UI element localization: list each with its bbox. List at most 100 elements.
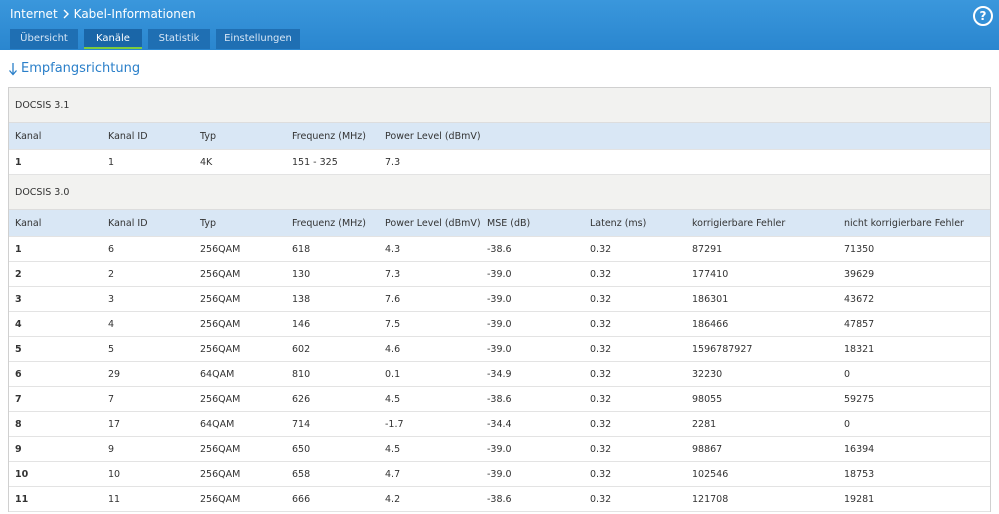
data-row: 44256QAM1467.5-39.00.3218646647857 xyxy=(9,312,990,337)
column-header: Frequenz (MHz) xyxy=(286,210,379,237)
cell: 177410 xyxy=(686,262,838,287)
cell: 4.2 xyxy=(379,487,481,512)
breadcrumb-item[interactable]: Internet xyxy=(10,7,58,21)
cell: 6 xyxy=(9,362,102,387)
cell: 666 xyxy=(286,487,379,512)
tab[interactable]: Kanäle xyxy=(84,29,142,49)
cell: 1 xyxy=(9,150,102,175)
tab[interactable]: Übersicht xyxy=(10,29,78,49)
cell: 0.32 xyxy=(584,312,686,337)
cell: 0.1 xyxy=(379,362,481,387)
cell: -39.0 xyxy=(481,287,584,312)
cell: 2281 xyxy=(686,412,838,437)
column-header: korrigierbare Fehler xyxy=(686,210,838,237)
cell: -39.0 xyxy=(481,462,584,487)
cell: 11 xyxy=(9,487,102,512)
cell: -39.0 xyxy=(481,437,584,462)
column-header: Power Level (dBmV) xyxy=(379,123,481,150)
cell: 7.3 xyxy=(379,262,481,287)
column-header: Typ xyxy=(194,123,286,150)
cell: 256QAM xyxy=(194,462,286,487)
data-row: 22256QAM1307.3-39.00.3217741039629 xyxy=(9,262,990,287)
data-row: 33256QAM1387.6-39.00.3218630143672 xyxy=(9,287,990,312)
cell: -38.6 xyxy=(481,487,584,512)
data-row: 114K151 - 3257.3 xyxy=(9,150,990,175)
section-heading: Empfangsrichtung xyxy=(8,61,140,76)
data-row: 99256QAM6504.5-39.00.329886716394 xyxy=(9,437,990,462)
column-header: Latenz (ms) xyxy=(584,210,686,237)
header-row: KanalKanal IDTypFrequenz (MHz)Power Leve… xyxy=(9,210,990,237)
cell: 1 xyxy=(9,237,102,262)
cell: 3 xyxy=(102,287,194,312)
tab[interactable]: Statistik xyxy=(148,29,210,49)
cell: -38.6 xyxy=(481,237,584,262)
cell: -39.0 xyxy=(481,312,584,337)
empty-cell xyxy=(838,150,990,175)
cell: 0.32 xyxy=(584,437,686,462)
cell: 47857 xyxy=(838,312,990,337)
column-header: Kanal ID xyxy=(102,210,194,237)
column-header: nicht korrigierbare Fehler xyxy=(838,210,990,237)
column-header: MSE (dB) xyxy=(481,210,584,237)
cell: 130 xyxy=(286,262,379,287)
cell: 4 xyxy=(102,312,194,337)
cell: 64QAM xyxy=(194,362,286,387)
empty-cell xyxy=(686,150,838,175)
breadcrumb: Internet Kabel-Informationen xyxy=(10,7,196,21)
cell: 5 xyxy=(102,337,194,362)
cell: 7.3 xyxy=(379,150,481,175)
cell: -1.7 xyxy=(379,412,481,437)
cell: 10 xyxy=(102,462,194,487)
data-row: 62964QAM8100.1-34.90.32322300 xyxy=(9,362,990,387)
tab[interactable]: Einstellungen xyxy=(216,29,300,49)
cell: 102546 xyxy=(686,462,838,487)
cell: 256QAM xyxy=(194,487,286,512)
cell: 7 xyxy=(102,387,194,412)
data-row: 77256QAM6264.5-38.60.329805559275 xyxy=(9,387,990,412)
cell: 618 xyxy=(286,237,379,262)
top-bar: Internet Kabel-Informationen ? Übersicht… xyxy=(0,0,999,50)
cell: 7.6 xyxy=(379,287,481,312)
section-title: DOCSIS 3.0 xyxy=(9,175,990,210)
breadcrumb-item: Kabel-Informationen xyxy=(74,7,196,21)
cell: 59275 xyxy=(838,387,990,412)
cell: 256QAM xyxy=(194,262,286,287)
cell: -34.9 xyxy=(481,362,584,387)
data-row: 81764QAM714-1.7-34.40.3222810 xyxy=(9,412,990,437)
cell: 11 xyxy=(102,487,194,512)
cell: 121708 xyxy=(686,487,838,512)
tabs: Übersicht Kanäle Statistik Einstellungen xyxy=(10,29,300,49)
cell: 186301 xyxy=(686,287,838,312)
cell: 2 xyxy=(9,262,102,287)
cell: 256QAM xyxy=(194,237,286,262)
cell: 138 xyxy=(286,287,379,312)
section-row: DOCSIS 3.1 xyxy=(9,88,990,123)
cell: 0.32 xyxy=(584,462,686,487)
help-button[interactable]: ? xyxy=(973,6,993,26)
cell: 87291 xyxy=(686,237,838,262)
cell: 0.32 xyxy=(584,337,686,362)
data-row: 1111256QAM6664.2-38.60.3212170819281 xyxy=(9,487,990,512)
empty-cell xyxy=(481,123,584,150)
cell: 602 xyxy=(286,337,379,362)
cell: 0.32 xyxy=(584,237,686,262)
section-title: DOCSIS 3.1 xyxy=(9,88,990,123)
empty-cell xyxy=(481,150,584,175)
cell: 3 xyxy=(9,287,102,312)
cell: 256QAM xyxy=(194,337,286,362)
header-row: KanalKanal IDTypFrequenz (MHz)Power Leve… xyxy=(9,123,990,150)
section-row: DOCSIS 3.0 xyxy=(9,175,990,210)
cell: 9 xyxy=(102,437,194,462)
cell: 151 - 325 xyxy=(286,150,379,175)
cell: 39629 xyxy=(838,262,990,287)
cell: 98055 xyxy=(686,387,838,412)
cell: 4 xyxy=(9,312,102,337)
cell: 146 xyxy=(286,312,379,337)
cell: 18321 xyxy=(838,337,990,362)
column-header: Power Level (dBmV) xyxy=(379,210,481,237)
cell: 16394 xyxy=(838,437,990,462)
cell: 71350 xyxy=(838,237,990,262)
data-row: 1010256QAM6584.7-39.00.3210254618753 xyxy=(9,462,990,487)
cell: 2 xyxy=(102,262,194,287)
